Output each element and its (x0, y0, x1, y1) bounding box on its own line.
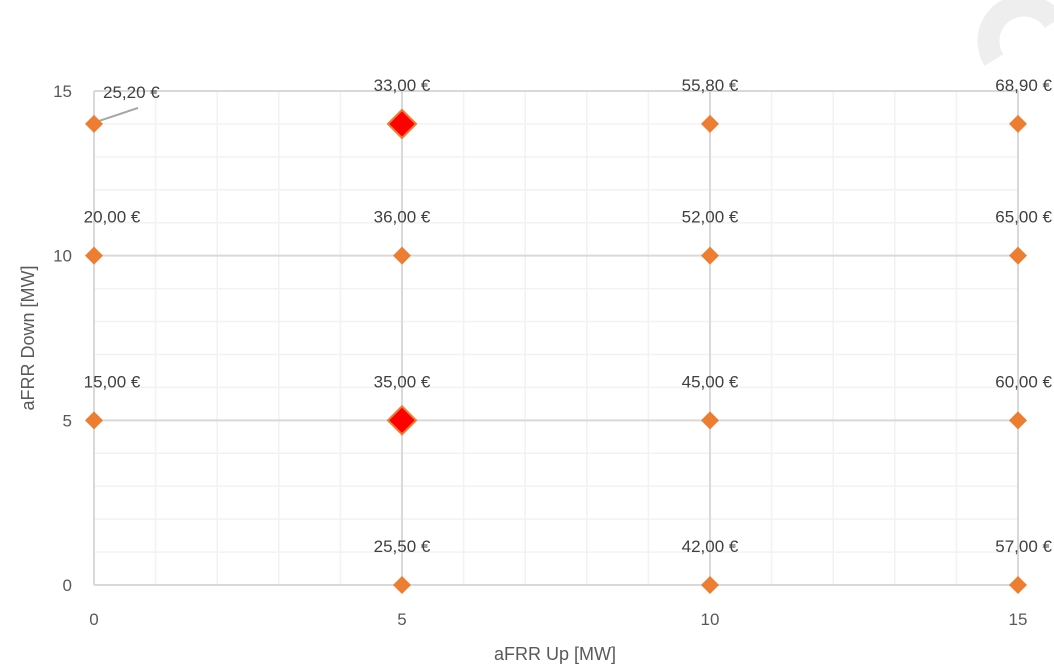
data-point (85, 246, 103, 265)
highlighted-data-point (386, 404, 418, 436)
x-tick-label: 0 (89, 610, 98, 629)
data-label: 52,00 € (682, 208, 739, 227)
x-axis-ticks: 0 5 10 15 (89, 610, 1027, 629)
data-label: 55,80 € (682, 76, 739, 95)
data-point (393, 246, 411, 265)
y-axis-title: aFRR Down [MW] (18, 265, 38, 410)
data-label: 45,00 € (682, 372, 739, 391)
data-label: 68,90 € (995, 76, 1052, 95)
y-tick-label: 10 (53, 247, 72, 266)
data-point (1009, 576, 1027, 594)
x-tick-label: 15 (1009, 610, 1028, 629)
data-label: 36,00 € (374, 208, 431, 227)
data-point (1009, 246, 1027, 265)
data-label: 20,00 € (84, 208, 141, 227)
data-label: 15,00 € (84, 372, 141, 391)
data-label: 42,00 € (682, 537, 739, 556)
x-tick-label: 5 (397, 610, 406, 629)
leader-lines (95, 106, 139, 123)
data-point (85, 114, 103, 133)
data-label: 25,20 € (103, 83, 160, 102)
x-tick-label: 10 (701, 610, 720, 629)
data-label: 60,00 € (995, 372, 1052, 391)
data-labels: 25,20 € 33,00 € 55,80 € 68,90 € 20,00 € 36,00… (84, 76, 1053, 556)
data-point (701, 411, 719, 430)
data-label: 57,00 € (995, 537, 1052, 556)
data-label: 33,00 € (374, 76, 431, 95)
data-label: 65,00 € (995, 208, 1052, 227)
data-points (85, 108, 1027, 594)
highlighted-data-point (386, 108, 418, 140)
y-tick-label: 5 (63, 411, 72, 430)
data-label: 35,00 € (374, 372, 431, 391)
minor-gridlines (94, 91, 1018, 585)
data-point (701, 114, 719, 133)
major-gridlines (93, 90, 1019, 586)
data-point (393, 576, 411, 594)
data-label-leader-line (95, 106, 139, 123)
data-point (1009, 411, 1027, 430)
data-point (1009, 114, 1027, 133)
y-axis-ticks: 0 5 10 15 (53, 82, 72, 595)
x-axis-title: aFRR Up [MW] (494, 644, 616, 664)
data-point (85, 411, 103, 430)
watermark-logo-icon (977, 0, 1054, 66)
data-point (701, 576, 719, 594)
y-tick-label: 0 (63, 576, 72, 595)
y-tick-label: 15 (53, 82, 72, 101)
data-label: 25,50 € (374, 537, 431, 556)
data-point (701, 246, 719, 265)
